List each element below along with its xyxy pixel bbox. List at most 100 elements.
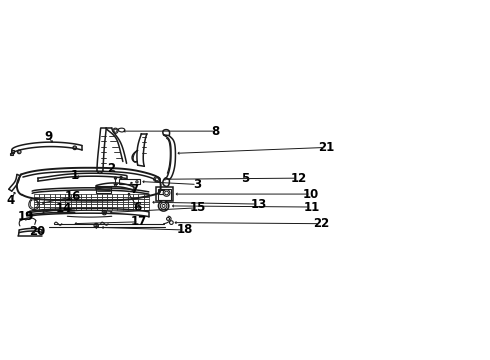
Bar [144,199,149,202]
Bar [92,199,97,202]
Bar [92,194,97,197]
Bar [128,202,133,204]
Text: 1: 1 [71,169,79,182]
Circle shape [163,190,170,196]
Bar [86,199,92,202]
Bar [60,204,65,207]
Text: 3: 3 [193,178,201,191]
Bar [60,199,65,202]
Circle shape [160,203,167,209]
Circle shape [136,181,138,183]
Bar [76,194,81,197]
Text: 12: 12 [290,172,306,185]
Bar [81,194,86,197]
Bar [71,207,76,210]
Bar [71,202,76,204]
Circle shape [114,129,117,132]
Bar [34,199,39,202]
Bar [112,207,118,210]
Bar [39,197,45,199]
Bar [86,194,92,197]
Bar [159,190,166,194]
Bar [133,197,138,199]
Text: 8: 8 [211,125,220,138]
Bar [97,197,102,199]
Bar [39,202,45,204]
Bar [102,194,107,197]
Bar [49,202,55,204]
Text: 6: 6 [134,201,142,214]
Bar [45,207,49,210]
Bar [92,204,97,207]
Bar [107,202,112,204]
Text: 9: 9 [44,130,52,143]
Circle shape [120,176,122,179]
Bar [71,194,76,197]
Bar [122,202,128,204]
Bar [49,207,55,210]
Bar [138,207,144,210]
Text: 19: 19 [18,210,34,223]
Bar [81,207,86,210]
Bar [107,197,112,199]
Bar [133,207,138,210]
Bar [60,202,65,204]
Text: 13: 13 [250,198,267,211]
Bar [92,197,97,199]
Bar [39,194,45,197]
Bar [112,194,118,197]
Bar [119,179,140,184]
Bar [39,204,45,207]
Bar [96,185,111,193]
Bar [138,204,144,207]
Ellipse shape [153,177,160,182]
Text: 20: 20 [29,225,46,238]
Bar [65,202,71,204]
Text: 10: 10 [303,188,319,201]
Bar [60,197,65,199]
Bar [49,194,55,197]
Circle shape [17,150,21,154]
Bar [112,202,118,204]
Text: 5: 5 [241,172,249,185]
Bar [71,204,76,207]
Bar [86,207,92,210]
Circle shape [114,177,117,179]
Bar [107,207,112,210]
Circle shape [158,201,169,211]
Text: 14: 14 [55,202,72,215]
Bar [81,202,86,204]
Bar [86,197,92,199]
Bar [118,207,122,210]
Circle shape [74,147,76,149]
Bar [97,194,102,197]
Bar [34,202,39,204]
Bar [60,207,65,210]
Bar [65,194,71,197]
Bar [102,202,107,204]
Bar [45,202,49,204]
Bar [65,199,71,202]
Bar [112,197,118,199]
Bar [55,207,60,210]
Bar [86,204,92,207]
Bar [92,202,97,204]
Circle shape [18,151,20,153]
Bar [128,197,133,199]
Bar [112,204,118,207]
Bar [55,197,60,199]
Text: 11: 11 [304,201,320,213]
Bar [107,204,112,207]
Bar [10,153,13,155]
Bar [102,197,107,199]
Bar [138,194,144,197]
Bar [122,207,128,210]
Bar [34,204,39,207]
Text: 22: 22 [313,217,329,230]
Bar [144,194,149,197]
Bar [112,199,118,202]
Bar [55,204,60,207]
Bar [122,194,128,197]
Bar [118,199,122,202]
Bar [122,197,128,199]
